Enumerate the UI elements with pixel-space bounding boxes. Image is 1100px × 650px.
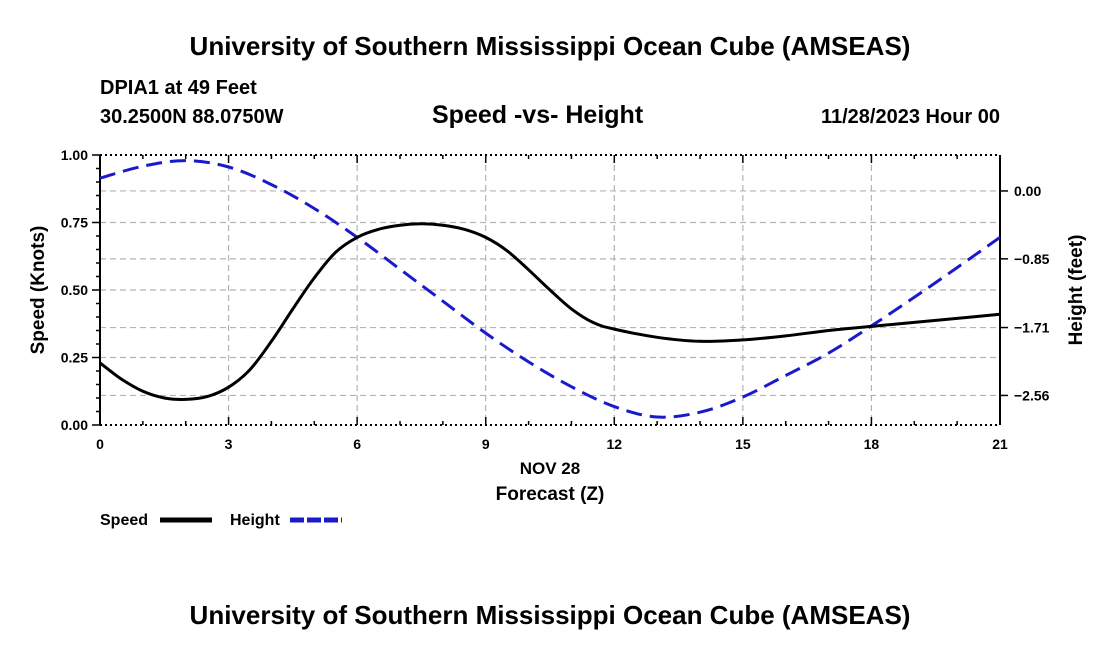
location-label: 30.2500N 88.0750W — [100, 106, 284, 128]
x-tick-label: 6 — [353, 436, 361, 452]
x-axis-label: Forecast (Z) — [496, 484, 605, 505]
height-series-line — [99, 159, 1001, 419]
chart-title: Speed -vs- Height — [432, 101, 644, 129]
y2-tick-label: 0.00 — [1014, 183, 1041, 199]
legend-height-label: Height — [230, 512, 280, 529]
x-tick-label: 21 — [992, 436, 1008, 452]
speed-series-line — [99, 222, 1001, 401]
y-tick-label: 0.25 — [61, 350, 88, 366]
x-tick-label: 15 — [735, 436, 751, 452]
y2-axis-label: Height (feet) — [1066, 235, 1087, 346]
y-axis-label: Speed (Knots) — [28, 226, 49, 355]
x-tick-label: 0 — [96, 436, 104, 452]
datetime-label: 11/28/2023 Hour 00 — [820, 106, 1000, 128]
y2-tick-label: −2.56 — [1014, 387, 1050, 403]
page-title-bottom: University of Southern Mississippi Ocean… — [189, 600, 911, 630]
x-tick-label: 18 — [864, 436, 880, 452]
y-tick-label: 0.75 — [61, 215, 88, 231]
y2-tick-label: −1.71 — [1014, 320, 1050, 336]
y2-tick-label: −0.85 — [1014, 251, 1050, 267]
x-tick-label: 9 — [482, 436, 490, 452]
y-tick-label: 0.50 — [61, 282, 88, 298]
x-axis-date-label: NOV 28 — [520, 459, 580, 478]
legend-speed-label: Speed — [100, 512, 148, 529]
y-tick-label: 0.00 — [61, 417, 88, 433]
station-label: DPIA1 at 49 Feet — [100, 77, 257, 99]
x-tick-label: 12 — [606, 436, 622, 452]
x-tick-label: 3 — [225, 436, 233, 452]
y-tick-label: 1.00 — [61, 147, 88, 163]
page-title-top: University of Southern Mississippi Ocean… — [189, 31, 911, 61]
